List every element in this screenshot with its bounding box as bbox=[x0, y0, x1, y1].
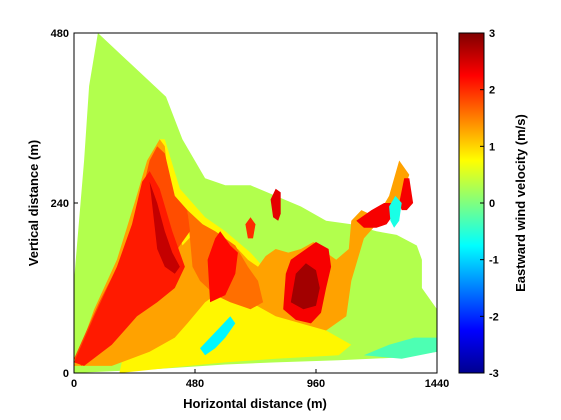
colorbar-ticks: -3 -2 -1 0 1 2 3 bbox=[480, 28, 499, 380]
x-tick-label-1: 480 bbox=[186, 378, 204, 390]
contour-region-15 bbox=[200, 316, 236, 356]
contour-region-10 bbox=[290, 263, 320, 310]
x-tick-label-2: 960 bbox=[307, 378, 325, 390]
colorbar-tick-label-3: 0 bbox=[489, 198, 495, 210]
colorbar-title: Eastward wind velocity (m/s) bbox=[513, 114, 528, 292]
colorbar-tick-label-4: 1 bbox=[489, 141, 495, 153]
colorbar-tick-label-5: 2 bbox=[489, 85, 495, 97]
colorbar-tick-label-1: -2 bbox=[489, 311, 499, 323]
y-axis-ticks: 0 240 480 bbox=[51, 28, 78, 380]
x-axis-title: Horizontal distance (m) bbox=[183, 396, 327, 411]
contour-region-14 bbox=[245, 217, 256, 239]
contour-region-11 bbox=[356, 203, 397, 228]
x-tick-label-3: 1440 bbox=[425, 378, 449, 390]
contour-region-8 bbox=[207, 231, 238, 303]
contour-region-17 bbox=[363, 337, 437, 359]
y-axis-title: Vertical distance (m) bbox=[26, 140, 41, 266]
contour-region-13 bbox=[270, 188, 281, 221]
contour-regions bbox=[74, 33, 437, 373]
contour-region-12 bbox=[399, 178, 414, 211]
x-tick-label-0: 0 bbox=[71, 378, 77, 390]
contour-region-16 bbox=[389, 195, 402, 228]
colorbar-tick-label-2: -1 bbox=[489, 255, 499, 267]
y-tick-label-2: 480 bbox=[51, 28, 69, 40]
x-axis-ticks: 0 480 960 1440 bbox=[71, 369, 449, 390]
contour-region-7 bbox=[149, 181, 180, 274]
colorbar-tick-label-0: -3 bbox=[489, 368, 499, 380]
y-tick-label-0: 0 bbox=[63, 368, 69, 380]
y-tick-label-1: 240 bbox=[51, 198, 69, 210]
colorbar-tick-label-6: 3 bbox=[489, 28, 495, 40]
